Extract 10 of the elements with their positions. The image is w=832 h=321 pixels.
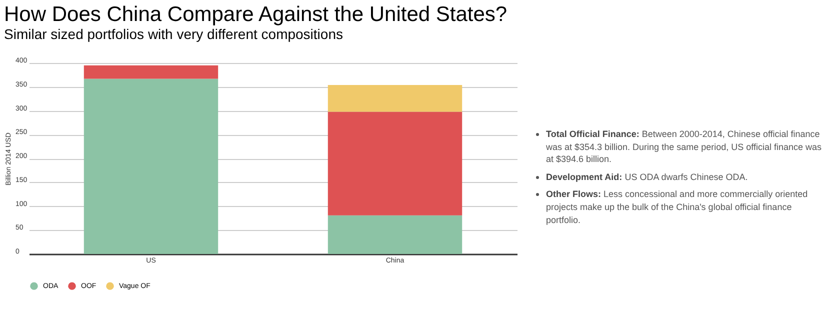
text: Development Aid: US ODA dwarfs Chinese ODA.: [546, 170, 749, 184]
bar: [84, 65, 218, 79]
text: Other Flows: Less concessional and more commercially oriented projects make up the bulk of the China's global official finance portfolio.: [546, 188, 809, 226]
bar: [328, 112, 462, 216]
bar: [328, 215, 462, 254]
chart-title: How Does China Compare Against the United States?: [4, 3, 508, 26]
bar: [328, 84, 462, 112]
chart-subtitle: Similar sized portfolios with very different compositions: [4, 26, 343, 42]
bar: [84, 78, 218, 254]
text: Total Official Finance: Between 2000-2014, Chinese official finance was at $354.3 billion. During the same period, US official finance was at $394.6 billion.: [546, 128, 822, 166]
